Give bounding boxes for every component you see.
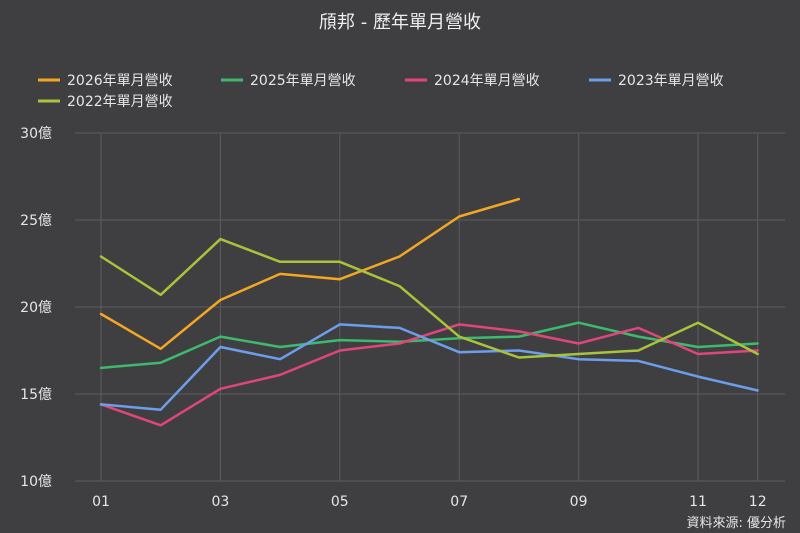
- legend[interactable]: 2026年單月營收 2025年單月營收 2024年單月營收 2023年單月營收 2022…: [38, 73, 724, 110]
- chart-title: 頎邦 - 歷年單月營收: [319, 12, 481, 33]
- series-line: [99, 321, 759, 370]
- source-note: 資料來源: 優分析: [686, 516, 786, 531]
- legend-label: 2023年單月營收: [618, 73, 724, 89]
- y-tick-label: 30億: [20, 126, 52, 142]
- series-line: [99, 323, 759, 427]
- legend-item[interactable]: 2026年單月營收: [38, 73, 173, 89]
- y-tick-label: 25億: [20, 213, 52, 229]
- y-tick-label: 20億: [20, 300, 52, 316]
- x-tick-label: 03: [211, 494, 229, 510]
- y-tick-label: 10億: [20, 474, 52, 490]
- series-line: [99, 237, 759, 359]
- legend-label: 2025年單月營收: [250, 73, 356, 89]
- x-tick-label: 07: [450, 494, 468, 510]
- legend-label: 2022年單月營收: [67, 94, 173, 110]
- x-tick-label: 09: [570, 494, 588, 510]
- grid-layer: [75, 132, 785, 482]
- x-tick-label: 12: [749, 494, 767, 510]
- series-line: [99, 197, 521, 351]
- series-line: [99, 323, 759, 411]
- series-layer: [99, 197, 759, 427]
- x-tick-label: 05: [331, 494, 349, 510]
- legend-item[interactable]: 2022年單月營收: [38, 94, 173, 110]
- legend-label: 2026年單月營收: [67, 73, 173, 89]
- legend-item[interactable]: 2025年單月營收: [221, 73, 356, 89]
- y-tick-label: 15億: [20, 387, 52, 403]
- axis-layer: 10億 15億 20億 25億 30億 01 03 05 07 09 11 12: [20, 126, 766, 510]
- legend-item[interactable]: 2023年單月營收: [589, 73, 724, 89]
- legend-item[interactable]: 2024年單月營收: [405, 73, 540, 89]
- legend-label: 2024年單月營收: [434, 73, 540, 89]
- x-tick-label: 11: [689, 494, 707, 510]
- x-tick-label: 01: [92, 494, 110, 510]
